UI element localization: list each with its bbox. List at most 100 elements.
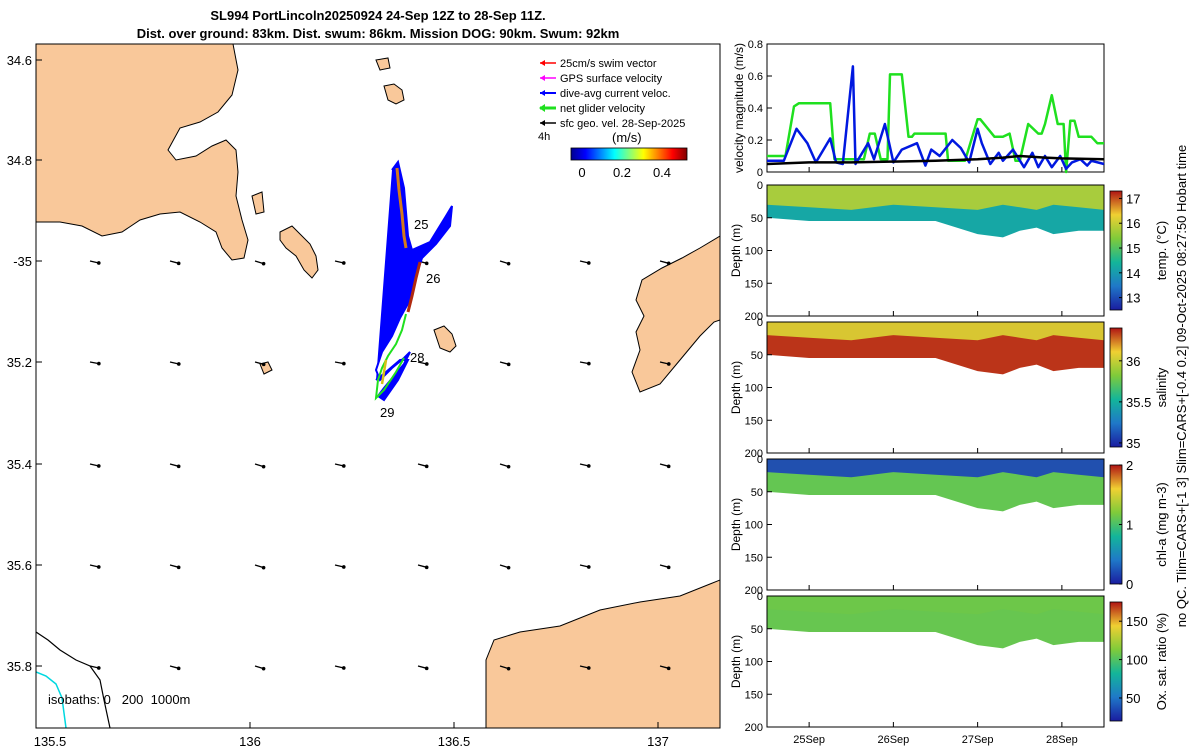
section-2-ytick-label-1: 50 xyxy=(751,487,763,499)
section-0-cbtick-label-1: 14 xyxy=(1126,266,1140,281)
geo-arrow-head-32 xyxy=(96,666,101,670)
legend-gps-velocity-label: GPS surface velocity xyxy=(560,73,663,85)
geo-arrow-head-36 xyxy=(424,666,429,671)
velocity-ytick-label-0: 0 xyxy=(757,167,763,179)
section-0-ylabel: Depth (m) xyxy=(729,224,743,277)
eyre-peninsula-land xyxy=(36,44,249,261)
geo-arrow-head-3 xyxy=(341,261,346,265)
map-ytick-label-1: 34.8 xyxy=(7,153,32,168)
map-xtick-label-1: 136 xyxy=(239,734,261,749)
legend-gps-velocity: GPS surface velocity xyxy=(540,73,663,85)
geo-arrow-head-15 xyxy=(666,362,671,366)
isobath-200m xyxy=(36,631,111,728)
geo-arrow-head-38 xyxy=(586,666,591,670)
map-x-axis: 135.5 136 136.5 137 xyxy=(34,722,669,749)
geo-arrow-head-5 xyxy=(506,261,511,266)
figure-title-line1: SL994 PortLincoln20250924 24-Sep 12Z to … xyxy=(210,8,546,23)
geo-arrow-head-39 xyxy=(666,666,671,671)
velocity-panel: 0 0.2 0.4 0.6 0.8 velocity magnitude (m/s) xyxy=(732,39,1105,179)
day-label-28: 28 xyxy=(410,350,424,365)
geo-arrow-head-29 xyxy=(506,565,511,570)
boston-island xyxy=(279,225,319,279)
velocity-series-2 xyxy=(766,154,1105,166)
isobaths-label: isobaths: 0 200 1000m xyxy=(48,692,190,707)
geo-arrow-head-11 xyxy=(342,361,346,366)
geo-arrow-head-1 xyxy=(176,261,181,266)
section-0-ytick-label-0: 0 xyxy=(757,180,763,192)
geo-arrow-head-10 xyxy=(261,362,266,367)
section-panel-0: 0 50 100 150 200 Depth (m) 13 14 15 16 17 temp. (°C… xyxy=(729,180,1169,323)
net-glider-segment xyxy=(374,313,407,401)
section-0-cbtick-label-0: 13 xyxy=(1126,291,1140,306)
velocity-ytick-label-4: 0.8 xyxy=(748,39,763,51)
section-1-ytick-label-3: 150 xyxy=(745,415,763,427)
geo-arrow-head-26 xyxy=(261,565,266,570)
land-masses xyxy=(36,44,720,728)
section-1-cbtick-label-2: 36 xyxy=(1126,354,1140,369)
day-label-25: 25 xyxy=(414,217,428,232)
legend-interval-label: 4h xyxy=(538,131,550,143)
map-panel: 25 26 28 29 135.5 136 136.5 137 34.6 34.8 -35… xyxy=(7,43,721,749)
geo-arrow-head-4 xyxy=(424,261,429,266)
section-1-ylabel: Depth (m) xyxy=(729,361,743,414)
isobaths xyxy=(36,631,111,728)
section-1-colorbar xyxy=(1109,327,1123,448)
track-colored-3 xyxy=(380,359,388,385)
map-xtick-label-2: 136.5 xyxy=(438,734,471,749)
geo-arrow-head-12 xyxy=(424,362,429,366)
section-3-ytick-label-4: 200 xyxy=(745,722,763,734)
section-1-ytick-label-2: 100 xyxy=(745,383,763,395)
section-data-upper-1 xyxy=(767,322,1104,341)
section-0-cbtick-label-2: 15 xyxy=(1126,241,1140,256)
map-legend: 25cm/s swim vector GPS surface velocity … xyxy=(538,58,688,180)
geo-arrow-head-21 xyxy=(506,464,511,469)
section-3-ylabel: Depth (m) xyxy=(729,635,743,688)
time-axis-label-1: 26Sep xyxy=(877,734,909,746)
section-3-cbtick-label-2: 150 xyxy=(1126,614,1148,629)
section-2-ylabel: Depth (m) xyxy=(729,498,743,551)
geo-arrow-head-6 xyxy=(586,261,591,265)
geo-arrow-head-37 xyxy=(506,666,511,671)
geo-arrow-head-7 xyxy=(666,261,671,266)
geo-arrow-head-14 xyxy=(587,361,591,366)
geo-arrow-head-33 xyxy=(176,666,181,671)
isobath-1000m xyxy=(36,671,67,728)
day-label-29: 29 xyxy=(380,405,394,420)
section-2-colorbar-label: chl-a (mg m-3) xyxy=(1154,482,1169,567)
velocity-y-axis: 0 0.2 0.4 0.6 0.8 xyxy=(748,39,1063,179)
map-xtick-label-0: 135.5 xyxy=(34,734,67,749)
section-3-cbtick-label-0: 50 xyxy=(1126,691,1140,706)
legend-swim-vector: 25cm/s swim vector xyxy=(540,58,657,70)
section-2-cbtick-label-0: 0 xyxy=(1126,577,1133,592)
map-ytick-label-2: -35 xyxy=(13,254,32,269)
small-island-d xyxy=(375,57,391,71)
geo-arrow-head-13 xyxy=(506,362,511,367)
section-2-ytick-label-4: 200 xyxy=(745,585,763,597)
section-1-cbtick-label-1: 35.5 xyxy=(1126,395,1151,410)
map-y-axis: 34.6 34.8 -35 35.2 35.4 35.6 35.8 xyxy=(7,53,42,674)
geo-arrow-head-17 xyxy=(176,464,181,469)
section-3-ytick-label-0: 0 xyxy=(757,591,763,603)
section-3-cbtick-label-1: 100 xyxy=(1126,653,1148,668)
geo-arrow-head-31 xyxy=(666,565,671,570)
taylor-island xyxy=(383,83,405,105)
geo-arrow-head-0 xyxy=(96,261,101,265)
legend-sfc-geo: sfc geo. vel. 28-Sep-2025 xyxy=(540,118,685,130)
section-data-upper-0 xyxy=(767,185,1104,210)
time-axis-label-2: 27Sep xyxy=(962,734,994,746)
section-0-cbtick-label-3: 16 xyxy=(1126,216,1140,231)
map-xtick-label-3: 137 xyxy=(647,734,669,749)
geo-arrow-head-20 xyxy=(424,464,429,469)
colorbar-tick-0: 0 xyxy=(578,165,585,180)
small-island-a xyxy=(433,325,457,353)
colorbar-tick-04: 0.4 xyxy=(653,165,671,180)
map-frame xyxy=(35,43,721,729)
section-panel-3: 0 50 100 150 200 Depth (m) 50 100 150 Ox. sat. ra… xyxy=(729,591,1169,734)
colorbar-unit-label: (m/s) xyxy=(612,130,642,145)
geo-arrow-head-16 xyxy=(96,464,101,468)
section-2-ytick-label-2: 100 xyxy=(745,520,763,532)
geo-arrow-head-34 xyxy=(261,666,266,671)
legend-dive-avg: dive-avg current veloc. xyxy=(540,88,671,100)
